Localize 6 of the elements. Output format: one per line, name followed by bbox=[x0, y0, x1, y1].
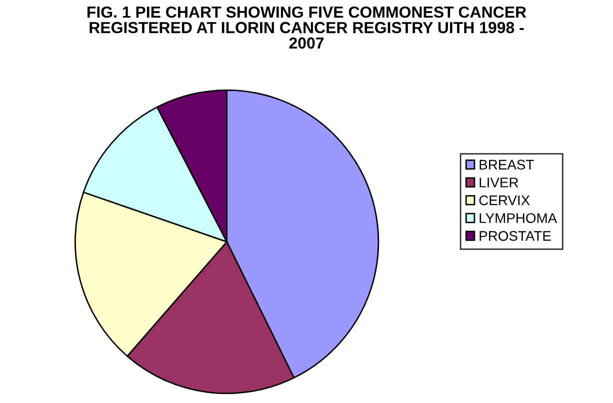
chart-title: FIG. 1 PIE CHART SHOWING FIVE COMMONEST CANCER REGISTERED AT ILORIN CANCER REGISTRY UITH 1998 - 2007 bbox=[88, 6, 526, 49]
legend-label: CERVIX bbox=[479, 195, 530, 206]
legend-label: BREAST bbox=[480, 160, 534, 170]
legend-label: LIVER bbox=[480, 178, 518, 188]
legend-label: PROSTATE bbox=[480, 231, 551, 241]
legend-label: LYMPHOMA bbox=[480, 213, 558, 224]
